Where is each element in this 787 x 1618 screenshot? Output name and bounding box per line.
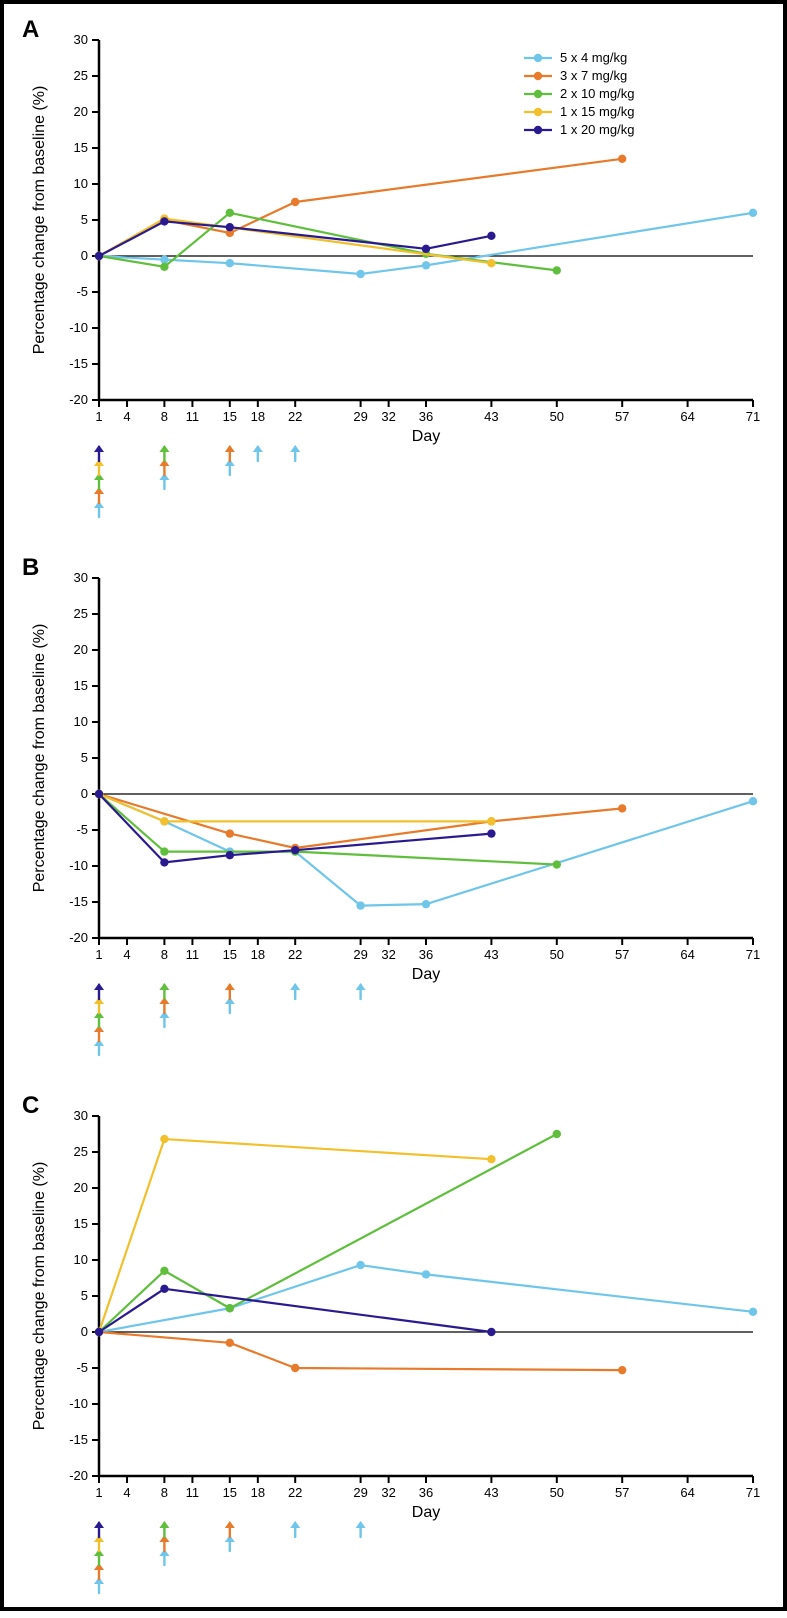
svg-text:29: 29	[353, 409, 367, 424]
svg-text:71: 71	[746, 947, 760, 962]
svg-text:-20: -20	[69, 930, 88, 945]
svg-text:71: 71	[746, 1485, 760, 1500]
svg-text:8: 8	[161, 409, 168, 424]
svg-text:36: 36	[419, 409, 433, 424]
panel-label-B: B	[22, 554, 39, 582]
svg-text:4: 4	[123, 409, 130, 424]
svg-text:43: 43	[484, 409, 498, 424]
svg-text:22: 22	[288, 1485, 302, 1500]
svg-text:30: 30	[74, 1108, 88, 1123]
chart-A: -20 -15 -10 -5 0 5 10 15 20 25 30 Percentage change…	[4, 12, 783, 542]
figure-frame: A-20-15-10-5051015202530Percentage chang…	[0, 0, 787, 1611]
svg-text:10: 10	[74, 176, 88, 191]
svg-text:18: 18	[251, 409, 265, 424]
svg-text:5: 5	[81, 750, 88, 765]
chart-C: -20 -15 -10 -5 0 5 10 15 20 25 30 Percentage change…	[4, 1088, 783, 1618]
svg-text:64: 64	[680, 409, 694, 424]
svg-text:-15: -15	[69, 356, 88, 371]
svg-text:30: 30	[74, 570, 88, 585]
svg-text:20: 20	[74, 1180, 88, 1195]
svg-text:3 x 7 mg/kg: 3 x 7 mg/kg	[560, 68, 627, 83]
svg-text:20: 20	[74, 104, 88, 119]
panel-label-A: A	[22, 16, 39, 44]
svg-text:15: 15	[74, 1216, 88, 1231]
svg-text:-20: -20	[69, 392, 88, 407]
svg-text:57: 57	[615, 1485, 629, 1500]
svg-text:64: 64	[680, 947, 694, 962]
svg-text:8: 8	[161, 1485, 168, 1500]
svg-text:18: 18	[251, 1485, 265, 1500]
svg-text:0: 0	[81, 1324, 88, 1339]
svg-text:36: 36	[419, 1485, 433, 1500]
svg-text:20: 20	[74, 642, 88, 657]
svg-text:57: 57	[615, 409, 629, 424]
svg-text:1 x 15 mg/kg: 1 x 15 mg/kg	[560, 104, 634, 119]
svg-text:Day: Day	[412, 966, 440, 983]
panel-B: B -20 -15 -10 -5 0 5 10 15 20 25 30 Percentage chang…	[4, 550, 783, 1080]
svg-text:4: 4	[123, 947, 130, 962]
svg-text:Percentage change from baselin: Percentage change from baseline (%)	[31, 86, 48, 355]
svg-text:-5: -5	[76, 1360, 88, 1375]
svg-text:71: 71	[746, 409, 760, 424]
svg-text:25: 25	[74, 1144, 88, 1159]
svg-text:1: 1	[95, 1485, 102, 1500]
svg-text:64: 64	[680, 1485, 694, 1500]
svg-text:43: 43	[484, 1485, 498, 1500]
svg-text:-10: -10	[69, 320, 88, 335]
svg-text:8: 8	[161, 947, 168, 962]
svg-text:15: 15	[223, 1485, 237, 1500]
panel-C: C -20 -15 -10 -5 0 5 10 15 20 25 30 Percentage chang…	[4, 1088, 783, 1618]
svg-text:25: 25	[74, 68, 88, 83]
svg-text:30: 30	[74, 32, 88, 47]
svg-text:-5: -5	[76, 822, 88, 837]
svg-text:5 x 4 mg/kg: 5 x 4 mg/kg	[560, 50, 627, 65]
svg-text:5: 5	[81, 212, 88, 227]
svg-text:-10: -10	[69, 1396, 88, 1411]
svg-text:1 x 20 mg/kg: 1 x 20 mg/kg	[560, 122, 634, 137]
svg-text:25: 25	[74, 606, 88, 621]
svg-text:0: 0	[81, 248, 88, 263]
svg-text:15: 15	[223, 409, 237, 424]
chart-B: -20 -15 -10 -5 0 5 10 15 20 25 30 Percentage change…	[4, 550, 783, 1080]
svg-text:5: 5	[81, 1288, 88, 1303]
svg-text:-5: -5	[76, 284, 88, 299]
svg-text:4: 4	[123, 1485, 130, 1500]
svg-text:15: 15	[223, 947, 237, 962]
svg-text:15: 15	[74, 140, 88, 155]
svg-text:18: 18	[251, 947, 265, 962]
svg-text:Day: Day	[412, 428, 440, 445]
svg-text:22: 22	[288, 947, 302, 962]
svg-text:32: 32	[381, 409, 395, 424]
svg-text:-15: -15	[69, 1432, 88, 1447]
svg-text:50: 50	[550, 1485, 564, 1500]
svg-text:Day: Day	[412, 1504, 440, 1521]
panel-A: A -20 -15 -10 -5 0 5 10 15 20 25 30 Percentage chang…	[4, 12, 783, 542]
svg-text:Percentage change from baselin: Percentage change from baseline (%)	[31, 624, 48, 893]
svg-text:-10: -10	[69, 858, 88, 873]
svg-text:36: 36	[419, 947, 433, 962]
panel-label-C: C	[22, 1092, 39, 1120]
svg-text:10: 10	[74, 714, 88, 729]
svg-text:1: 1	[95, 409, 102, 424]
svg-text:29: 29	[353, 1485, 367, 1500]
svg-text:-20: -20	[69, 1468, 88, 1483]
svg-text:32: 32	[381, 1485, 395, 1500]
svg-text:10: 10	[74, 1252, 88, 1267]
svg-text:50: 50	[550, 409, 564, 424]
svg-text:11: 11	[186, 947, 200, 962]
svg-text:11: 11	[186, 409, 200, 424]
svg-text:22: 22	[288, 409, 302, 424]
svg-text:0: 0	[81, 786, 88, 801]
svg-text:57: 57	[615, 947, 629, 962]
svg-text:1: 1	[95, 947, 102, 962]
svg-text:50: 50	[550, 947, 564, 962]
svg-text:43: 43	[484, 947, 498, 962]
svg-text:32: 32	[381, 947, 395, 962]
svg-text:11: 11	[186, 1485, 200, 1500]
svg-text:29: 29	[353, 947, 367, 962]
svg-text:2 x 10 mg/kg: 2 x 10 mg/kg	[560, 86, 634, 101]
svg-text:Percentage change from baselin: Percentage change from baseline (%)	[31, 1162, 48, 1431]
svg-text:-15: -15	[69, 894, 88, 909]
svg-text:15: 15	[74, 678, 88, 693]
